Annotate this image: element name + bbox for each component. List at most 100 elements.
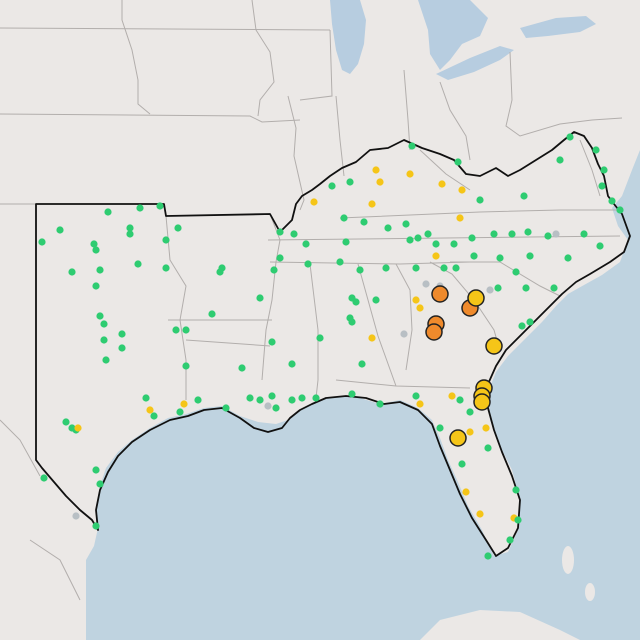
monitor-marker-good[interactable] bbox=[182, 362, 190, 370]
monitor-marker-good[interactable] bbox=[100, 320, 108, 328]
monitor-marker-good[interactable] bbox=[118, 344, 126, 352]
monitor-marker-good[interactable] bbox=[484, 444, 492, 452]
monitor-marker-good[interactable] bbox=[142, 394, 150, 402]
monitor-marker-good[interactable] bbox=[162, 236, 170, 244]
monitor-marker-moderate[interactable] bbox=[456, 214, 464, 222]
monitor-marker-good[interactable] bbox=[406, 236, 414, 244]
monitor-marker-none[interactable] bbox=[422, 280, 430, 288]
monitor-marker-good[interactable] bbox=[372, 296, 380, 304]
monitor-marker-good[interactable] bbox=[600, 166, 608, 174]
monitor-marker-good[interactable] bbox=[92, 282, 100, 290]
monitor-marker-moderate[interactable] bbox=[376, 178, 384, 186]
monitor-marker-good[interactable] bbox=[316, 334, 324, 342]
monitor-marker-good[interactable] bbox=[276, 228, 284, 236]
monitor-marker-good[interactable] bbox=[256, 294, 264, 302]
monitor-marker-good[interactable] bbox=[494, 284, 502, 292]
monitor-marker-good[interactable] bbox=[376, 400, 384, 408]
monitor-marker-moderate[interactable] bbox=[448, 392, 456, 400]
monitor-marker-good[interactable] bbox=[268, 392, 276, 400]
monitor-marker-good[interactable] bbox=[468, 234, 476, 242]
monitor-marker-good[interactable] bbox=[90, 240, 98, 248]
monitor-marker-good[interactable] bbox=[328, 182, 336, 190]
monitor-marker-good[interactable] bbox=[496, 254, 504, 262]
monitor-marker-good[interactable] bbox=[566, 133, 574, 141]
monitor-marker-none[interactable] bbox=[264, 402, 272, 410]
monitor-marker-good[interactable] bbox=[424, 230, 432, 238]
monitor-marker-good[interactable] bbox=[340, 214, 348, 222]
monitor-marker-good[interactable] bbox=[92, 522, 100, 530]
monitor-marker-moderate[interactable] bbox=[416, 400, 424, 408]
monitor-marker-good[interactable] bbox=[68, 268, 76, 276]
monitor-marker-good[interactable] bbox=[598, 182, 606, 190]
monitor-marker-good[interactable] bbox=[450, 240, 458, 248]
monitor-marker-good[interactable] bbox=[150, 412, 158, 420]
monitor-marker-good[interactable] bbox=[550, 284, 558, 292]
monitor-marker-moderate[interactable] bbox=[412, 296, 420, 304]
monitor-marker-good[interactable] bbox=[514, 516, 522, 524]
monitor-marker-good[interactable] bbox=[608, 197, 616, 205]
monitor-marker-good[interactable] bbox=[270, 266, 278, 274]
monitor-marker-good[interactable] bbox=[182, 326, 190, 334]
monitor-marker-good[interactable] bbox=[454, 158, 462, 166]
monitor-marker-good[interactable] bbox=[382, 264, 390, 272]
monitor-marker-good[interactable] bbox=[56, 226, 64, 234]
monitor-marker-good[interactable] bbox=[102, 356, 110, 364]
monitor-marker-good[interactable] bbox=[384, 224, 392, 232]
monitor-marker-good[interactable] bbox=[352, 298, 360, 306]
monitor-marker-moderate[interactable] bbox=[485, 337, 503, 355]
monitor-marker-good[interactable] bbox=[288, 360, 296, 368]
monitor-marker-good[interactable] bbox=[126, 230, 134, 238]
monitor-marker-good[interactable] bbox=[580, 230, 588, 238]
monitor-marker-good[interactable] bbox=[402, 220, 410, 228]
monitor-marker-good[interactable] bbox=[38, 238, 46, 246]
monitor-marker-good[interactable] bbox=[512, 486, 520, 494]
monitor-marker-good[interactable] bbox=[104, 208, 112, 216]
monitor-marker-good[interactable] bbox=[484, 552, 492, 560]
monitor-marker-good[interactable] bbox=[432, 240, 440, 248]
monitor-marker-good[interactable] bbox=[172, 326, 180, 334]
monitor-marker-good[interactable] bbox=[302, 240, 310, 248]
monitor-marker-good[interactable] bbox=[522, 284, 530, 292]
monitor-marker-good[interactable] bbox=[298, 394, 306, 402]
monitor-marker-none[interactable] bbox=[400, 330, 408, 338]
monitor-marker-moderate[interactable] bbox=[416, 304, 424, 312]
monitor-marker-good[interactable] bbox=[238, 364, 246, 372]
monitor-marker-good[interactable] bbox=[162, 264, 170, 272]
monitor-marker-moderate[interactable] bbox=[310, 198, 318, 206]
monitor-marker-good[interactable] bbox=[470, 252, 478, 260]
monitor-marker-good[interactable] bbox=[512, 268, 520, 276]
monitor-marker-moderate[interactable] bbox=[467, 289, 485, 307]
monitor-marker-good[interactable] bbox=[526, 252, 534, 260]
monitor-marker-good[interactable] bbox=[346, 178, 354, 186]
monitor-marker-good[interactable] bbox=[476, 196, 484, 204]
monitor-marker-moderate[interactable] bbox=[466, 428, 474, 436]
monitor-marker-good[interactable] bbox=[592, 146, 600, 154]
monitor-marker-good[interactable] bbox=[518, 322, 526, 330]
monitor-marker-good[interactable] bbox=[156, 202, 164, 210]
monitor-marker-good[interactable] bbox=[360, 218, 368, 226]
monitor-marker-good[interactable] bbox=[246, 394, 254, 402]
monitor-marker-good[interactable] bbox=[134, 260, 142, 268]
monitor-marker-moderate[interactable] bbox=[438, 180, 446, 188]
monitor-marker-good[interactable] bbox=[544, 232, 552, 240]
monitor-marker-good[interactable] bbox=[40, 474, 48, 482]
monitor-marker-good[interactable] bbox=[304, 260, 312, 268]
monitor-marker-good[interactable] bbox=[92, 466, 100, 474]
monitor-marker-usg[interactable] bbox=[431, 285, 449, 303]
monitor-marker-good[interactable] bbox=[508, 230, 516, 238]
monitor-marker-moderate[interactable] bbox=[462, 488, 470, 496]
monitor-marker-good[interactable] bbox=[312, 394, 320, 402]
monitor-marker-good[interactable] bbox=[272, 404, 280, 412]
monitor-marker-good[interactable] bbox=[458, 460, 466, 468]
monitor-marker-good[interactable] bbox=[208, 310, 216, 318]
monitor-marker-good[interactable] bbox=[412, 392, 420, 400]
monitor-marker-good[interactable] bbox=[342, 238, 350, 246]
monitor-marker-good[interactable] bbox=[596, 242, 604, 250]
monitor-marker-good[interactable] bbox=[256, 396, 264, 404]
monitor-marker-good[interactable] bbox=[222, 404, 230, 412]
monitor-marker-good[interactable] bbox=[412, 264, 420, 272]
monitor-marker-good[interactable] bbox=[96, 480, 104, 488]
monitor-marker-good[interactable] bbox=[456, 396, 464, 404]
